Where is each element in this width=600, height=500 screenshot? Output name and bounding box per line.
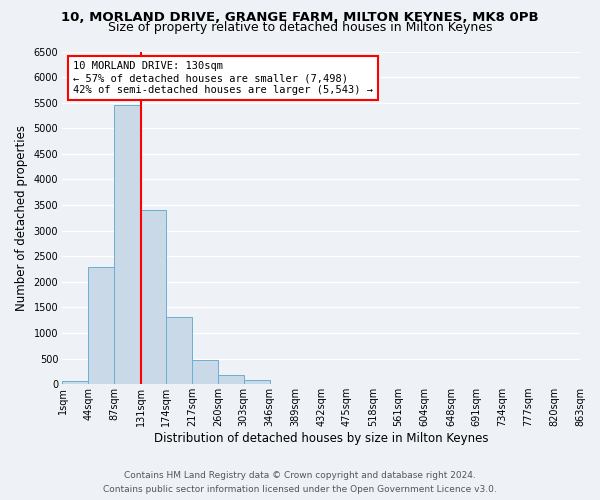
Text: Size of property relative to detached houses in Milton Keynes: Size of property relative to detached ho…: [108, 22, 492, 35]
Bar: [218, 374, 244, 384]
X-axis label: Distribution of detached houses by size in Milton Keynes: Distribution of detached houses by size …: [154, 432, 488, 445]
Bar: [140, 210, 166, 384]
Text: 10, MORLAND DRIVE, GRANGE FARM, MILTON KEYNES, MK8 0PB: 10, MORLAND DRIVE, GRANGE FARM, MILTON K…: [61, 11, 539, 24]
Bar: [192, 360, 218, 384]
Text: 10 MORLAND DRIVE: 130sqm
← 57% of detached houses are smaller (7,498)
42% of sem: 10 MORLAND DRIVE: 130sqm ← 57% of detach…: [73, 62, 373, 94]
Y-axis label: Number of detached properties: Number of detached properties: [15, 125, 28, 311]
Bar: [244, 380, 269, 384]
Text: Contains HM Land Registry data © Crown copyright and database right 2024.
Contai: Contains HM Land Registry data © Crown c…: [103, 472, 497, 494]
Bar: [62, 380, 88, 384]
Bar: [88, 268, 114, 384]
Bar: [166, 317, 192, 384]
Bar: [114, 105, 140, 384]
